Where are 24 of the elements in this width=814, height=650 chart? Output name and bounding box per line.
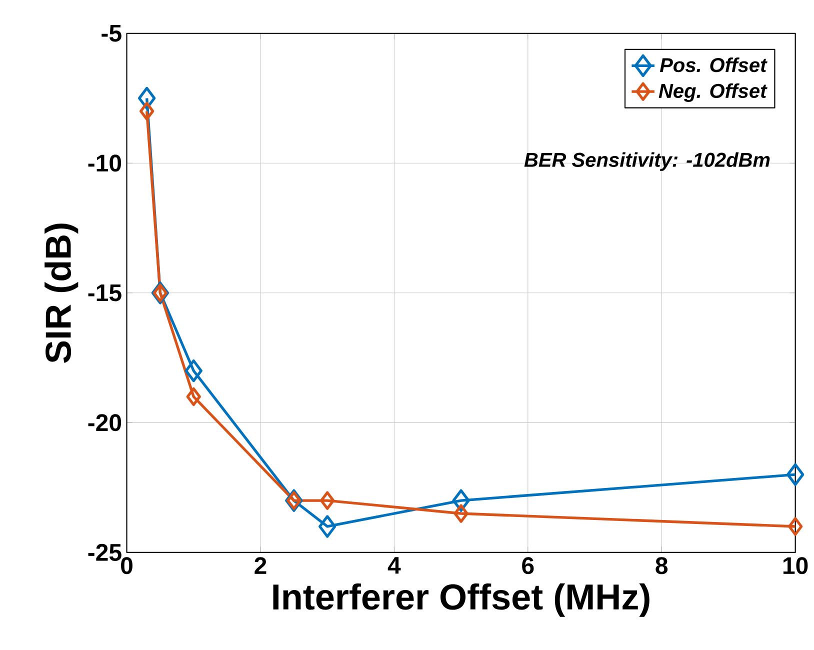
point — [186, 387, 201, 406]
x-axis-title: Interferer Offset (MHz) — [273, 583, 650, 617]
point — [788, 517, 803, 536]
x-tick-label: 4 — [388, 557, 401, 574]
point — [320, 491, 335, 510]
y-tick-label: -25 — [88, 544, 122, 562]
x-tick-label: 8 — [656, 557, 668, 574]
legend-label: Pos. Offset — [660, 58, 768, 72]
legend-label: Neg. Offset — [658, 83, 768, 102]
annotation: BER Sensitivity: -102dBm — [524, 152, 770, 171]
x-tick-label: 6 — [522, 557, 534, 574]
point — [318, 515, 336, 538]
y-tick-label: -5 — [102, 25, 122, 42]
y-tick-label: -10 — [88, 154, 122, 172]
y-tick-label: -20 — [88, 414, 122, 432]
point — [139, 102, 154, 121]
x-tick-label: 2 — [254, 557, 266, 574]
y-tick-label: -15 — [88, 284, 122, 302]
y-axis-title: SIR (dB) — [44, 224, 78, 363]
x-tick-label: 10 — [783, 557, 808, 574]
point — [786, 463, 804, 486]
point — [184, 359, 202, 382]
x-tick-label: 0 — [121, 557, 132, 574]
point — [454, 504, 468, 523]
